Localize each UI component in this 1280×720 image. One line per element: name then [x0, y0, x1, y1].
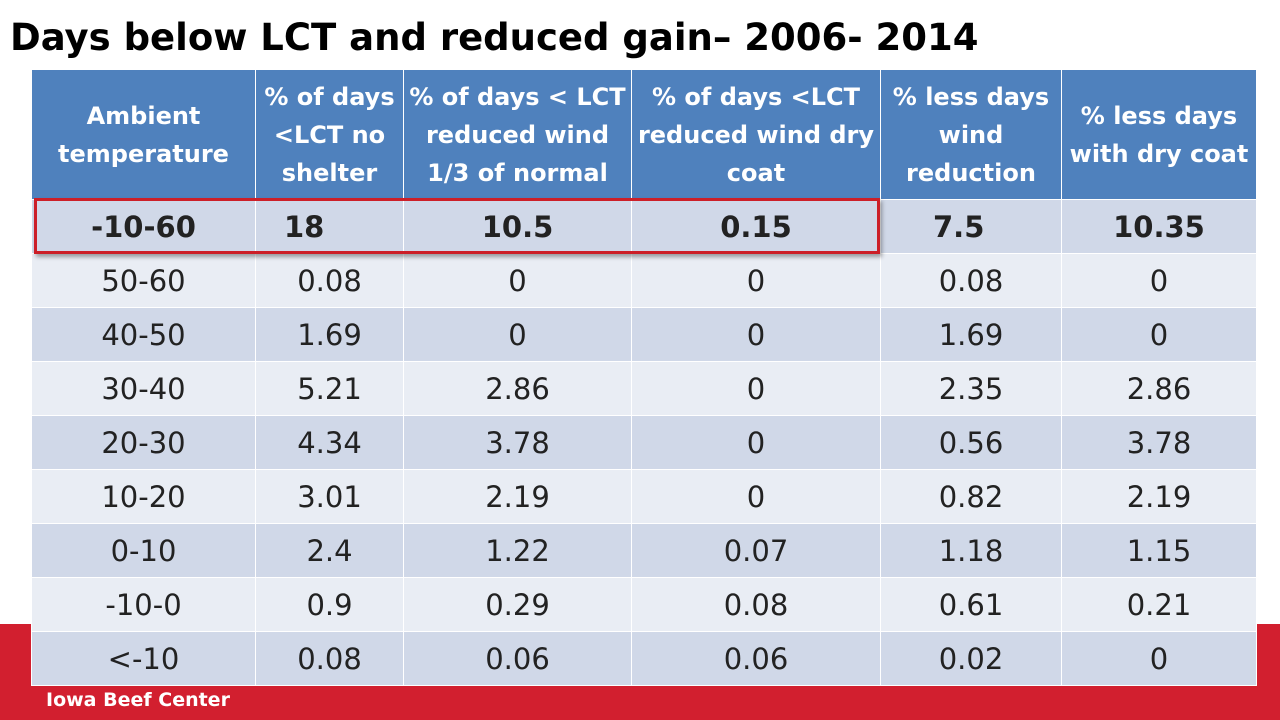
cell-reduced-wind: 0.06 [403, 631, 632, 686]
cell-reduced-wind: 2.86 [403, 361, 632, 416]
cell-less-days-dry-coat: 0 [1061, 253, 1257, 308]
table-row: 40-50 1.69 0 0 1.69 0 [31, 307, 1257, 362]
header-pct-days-reduced-wind: % of days < LCT reduced wind 1/3 of norm… [403, 69, 632, 200]
cell-no-shelter: 18 [255, 199, 404, 254]
table-row: 10-20 3.01 2.19 0 0.82 2.19 [31, 469, 1257, 524]
cell-less-days-wind: 1.69 [880, 307, 1062, 362]
cell-no-shelter: 4.34 [255, 415, 404, 470]
cell-less-days-dry-coat: 2.19 [1061, 469, 1257, 524]
cell-less-days-dry-coat: 0 [1061, 631, 1257, 686]
cell-less-days-dry-coat: 10.35 [1061, 199, 1257, 254]
data-table: Ambient temperature % of days <LCT no sh… [31, 69, 1257, 686]
cell-no-shelter: 5.21 [255, 361, 404, 416]
cell-ambient-temperature: 30-40 [31, 361, 256, 416]
table-row: 50-60 0.08 0 0 0.08 0 [31, 253, 1257, 308]
cell-reduced-wind: 0 [403, 253, 632, 308]
table-header-row: Ambient temperature % of days <LCT no sh… [31, 69, 1257, 200]
cell-reduced-wind: 2.19 [403, 469, 632, 524]
cell-less-days-dry-coat: 0 [1061, 307, 1257, 362]
table-row: -10-0 0.9 0.29 0.08 0.61 0.21 [31, 577, 1257, 632]
table-row: 0-10 2.4 1.22 0.07 1.18 1.15 [31, 523, 1257, 578]
cell-no-shelter: 0.08 [255, 631, 404, 686]
cell-no-shelter: 2.4 [255, 523, 404, 578]
footer-label: Iowa Beef Center [46, 689, 230, 711]
cell-reduced-wind: 10.5 [403, 199, 632, 254]
cell-ambient-temperature: -10-0 [31, 577, 256, 632]
cell-reduced-wind-dry-coat: 0 [631, 253, 881, 308]
cell-less-days-wind: 0.02 [880, 631, 1062, 686]
header-pct-less-days-dry-coat: % less days with dry coat [1061, 69, 1257, 200]
cell-reduced-wind: 0 [403, 307, 632, 362]
cell-ambient-temperature: 40-50 [31, 307, 256, 362]
cell-less-days-wind: 1.18 [880, 523, 1062, 578]
header-pct-less-days-wind-reduction: % less days wind reduction [880, 69, 1062, 200]
header-pct-days-no-shelter: % of days <LCT no shelter [255, 69, 404, 200]
cell-less-days-dry-coat: 3.78 [1061, 415, 1257, 470]
cell-ambient-temperature: -10-60 [31, 199, 256, 254]
header-ambient-temperature: Ambient temperature [31, 69, 256, 200]
cell-reduced-wind-dry-coat: 0.08 [631, 577, 881, 632]
cell-less-days-wind: 2.35 [880, 361, 1062, 416]
cell-reduced-wind-dry-coat: 0 [631, 307, 881, 362]
table-row: 30-40 5.21 2.86 0 2.35 2.86 [31, 361, 1257, 416]
cell-ambient-temperature: <-10 [31, 631, 256, 686]
header-pct-days-reduced-wind-dry-coat: % of days <LCT reduced wind dry coat [631, 69, 881, 200]
slide-title: Days below LCT and reduced gain– 2006- 2… [10, 16, 979, 59]
cell-reduced-wind: 0.29 [403, 577, 632, 632]
cell-reduced-wind-dry-coat: 0.15 [631, 199, 881, 254]
cell-less-days-wind: 7.5 [880, 199, 1062, 254]
table-row: 20-30 4.34 3.78 0 0.56 3.78 [31, 415, 1257, 470]
cell-no-shelter: 0.08 [255, 253, 404, 308]
cell-ambient-temperature: 0-10 [31, 523, 256, 578]
cell-less-days-wind: 0.82 [880, 469, 1062, 524]
cell-ambient-temperature: 20-30 [31, 415, 256, 470]
cell-reduced-wind-dry-coat: 0 [631, 469, 881, 524]
cell-less-days-dry-coat: 2.86 [1061, 361, 1257, 416]
cell-reduced-wind: 1.22 [403, 523, 632, 578]
cell-less-days-dry-coat: 0.21 [1061, 577, 1257, 632]
cell-ambient-temperature: 10-20 [31, 469, 256, 524]
cell-reduced-wind: 3.78 [403, 415, 632, 470]
table-row: -10-60 18 10.5 0.15 7.5 10.35 [31, 199, 1257, 254]
cell-reduced-wind-dry-coat: 0.07 [631, 523, 881, 578]
cell-less-days-wind: 0.56 [880, 415, 1062, 470]
cell-no-shelter: 1.69 [255, 307, 404, 362]
cell-less-days-dry-coat: 1.15 [1061, 523, 1257, 578]
cell-ambient-temperature: 50-60 [31, 253, 256, 308]
cell-no-shelter: 3.01 [255, 469, 404, 524]
cell-less-days-wind: 0.61 [880, 577, 1062, 632]
cell-less-days-wind: 0.08 [880, 253, 1062, 308]
cell-reduced-wind-dry-coat: 0 [631, 415, 881, 470]
table-row: <-10 0.08 0.06 0.06 0.02 0 [31, 631, 1257, 686]
cell-no-shelter: 0.9 [255, 577, 404, 632]
cell-reduced-wind-dry-coat: 0 [631, 361, 881, 416]
cell-reduced-wind-dry-coat: 0.06 [631, 631, 881, 686]
